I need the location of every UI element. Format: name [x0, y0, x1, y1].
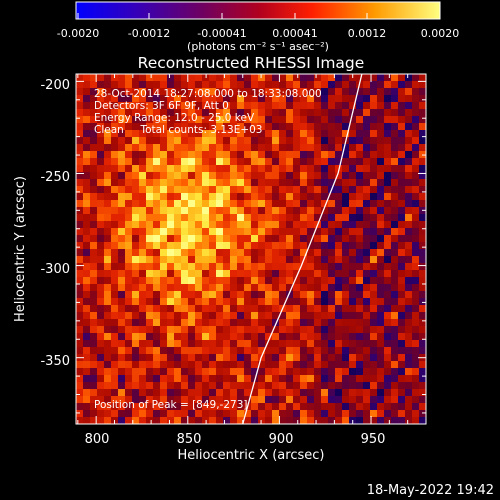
plot-frame: [75, 73, 427, 425]
colorbar-gradient: [75, 1, 441, 20]
colorbar-tick-label: -0.0020: [57, 27, 99, 40]
colorbar-tick-label: -0.0012: [128, 27, 170, 40]
axis-ticks: [76, 74, 427, 424]
info-peak-position: Position of Peak = [849,-273]: [94, 399, 248, 411]
image-area: [76, 74, 426, 424]
info-energy-range: Energy Range: 12.0 - 25.0 keV: [94, 112, 255, 124]
x-tick-label: 850: [177, 432, 202, 447]
x-tick-label: 950: [361, 432, 386, 447]
x-tick-label: 800: [85, 432, 110, 447]
y-tick-label: -300: [40, 262, 70, 277]
solar-limb-curve: [242, 74, 363, 424]
colorbar-tick-label: -0.00041: [197, 27, 246, 40]
info-overlay: 28-Oct-2014 18:27:08.000 to 18:33:08.000…: [94, 88, 322, 411]
colorbar-ticks: [77, 13, 441, 19]
colorbar-tick-label: 0.00041: [272, 27, 318, 40]
info-detectors: Detectors: 3F 6F 9F, Att 0: [94, 100, 229, 112]
y-axis-label: Heliocentric Y (arcsec): [13, 176, 28, 322]
colorbar-unit-label: (photons cm⁻² s⁻¹ asec⁻²): [187, 40, 329, 53]
x-axis-label: Heliocentric X (arcsec): [178, 448, 325, 463]
x-tick-label: 900: [269, 432, 294, 447]
colorbar: -0.0020 -0.0012 -0.00041 0.00041 0.0012 …: [57, 1, 460, 53]
footer-timestamp: 18-May-2022 19:42: [367, 483, 494, 498]
y-tick-label: -350: [40, 354, 70, 369]
info-method-counts: Clean Total counts: 3.13E+03: [94, 124, 263, 136]
plot-title: Reconstructed RHESSI Image: [138, 54, 365, 72]
y-tick-label: -200: [40, 78, 70, 93]
info-time-range: 28-Oct-2014 18:27:08.000 to 18:33:08.000: [94, 88, 322, 100]
y-tick-label: -250: [40, 170, 70, 185]
colorbar-tick-label: 0.0012: [348, 27, 387, 40]
colorbar-tick-label: 0.0020: [421, 27, 460, 40]
